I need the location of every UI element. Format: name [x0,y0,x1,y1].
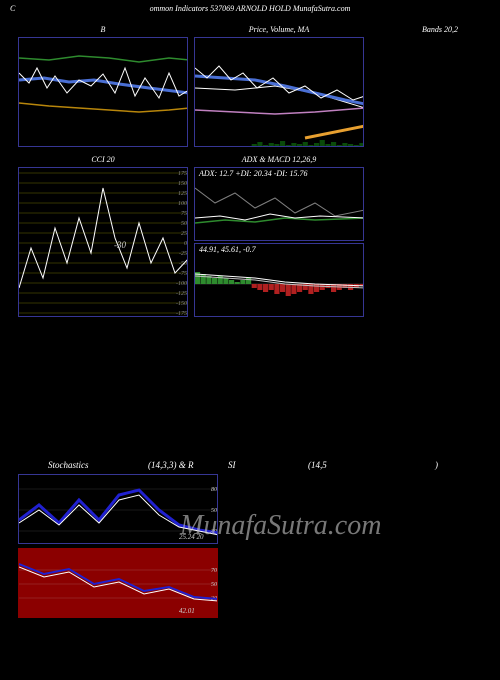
panel3-title: Bands 20,2 [370,23,500,37]
stoch-panel-1: 80502025.24 20 [18,474,218,544]
page-header: C ommon Indicators 537069 ARNOLD HOLD Mu… [0,0,500,17]
panel-adx: ADX: 12.7 +DI: 20.34 -DI: 15.76 [194,167,364,241]
macd-subtitle: 44.91, 45.61, -0.7 [199,245,256,254]
svg-text:50: 50 [211,508,217,514]
panel-bollinger [18,37,188,147]
panel-bands [370,37,500,147]
panel1-svg [19,38,188,147]
stochastics-section: Stochastics (14,3,3) & R SI (14,5 ) 80 50… [18,460,478,618]
header-text: ommon Indicators 537069 ARNOLD HOLD Muna… [150,4,351,13]
svg-text:150: 150 [178,181,187,187]
svg-text:-125: -125 [176,291,187,297]
stoch-h-m3: (14,5 [308,460,327,470]
stoch1-svg: 80502025.24 20 [19,475,218,544]
svg-text:125: 125 [178,191,187,197]
panel4-wrap: CCI 20 1751501251007550250-25-50-75-100-… [18,153,188,317]
svg-text:50: 50 [211,582,217,588]
panel-cci: 1751501251007550250-25-50-75-100-125-150… [18,167,188,317]
svg-text:25: 25 [181,231,187,237]
svg-text:50: 50 [181,221,187,227]
panel5-wrap: ADX & MACD 12,26,9 ADX: 12.7 +DI: 20.34 … [194,153,364,317]
svg-text:-25: -25 [179,251,187,257]
stoch-h-l: Stochastics [48,460,89,470]
svg-text:-175: -175 [176,311,187,317]
svg-text:175: 175 [178,171,187,177]
svg-text:100: 100 [178,201,187,207]
stoch-panel-2: 70503042.01 [18,548,218,618]
panel5a-svg [195,168,364,241]
panel2-wrap: Price, Volume, MA [194,23,364,147]
stoch-header: Stochastics (14,3,3) & R SI (14,5 ) [18,460,478,474]
svg-text:-30: -30 [114,240,126,250]
panel-macd: 44.91, 45.61, -0.7 [194,243,364,317]
svg-text:-150: -150 [176,301,187,307]
svg-text:-100: -100 [176,281,187,287]
panel-price [194,37,364,147]
panel1-wrap: B [18,23,188,147]
stoch-h-m2: SI [228,460,236,470]
svg-text:0: 0 [184,241,187,247]
panel1-title: B [18,23,188,37]
svg-text:70: 70 [211,568,217,574]
stoch-h-m1: (14,3,3) & R [148,460,194,470]
panel4-title: CCI 20 [18,153,188,167]
svg-text:-75: -75 [179,271,187,277]
panel2-svg [195,38,364,147]
stoch-h-r: ) [435,460,438,470]
stoch2-svg: 70503042.01 [19,549,218,618]
panel4-svg: 1751501251007550250-25-50-75-100-125-150… [19,168,188,317]
svg-text:80: 80 [211,487,217,493]
header-left: C [10,4,15,13]
svg-text:25.24 20: 25.24 20 [179,533,204,541]
chart-grid: B Price, Volume, MA Bands 20,2 CCI 20 17… [0,17,500,317]
panel5b-svg [195,244,364,317]
svg-text:42.01: 42.01 [179,607,195,615]
panel2-title: Price, Volume, MA [194,23,364,37]
svg-text:75: 75 [181,211,187,217]
adx-subtitle: ADX: 12.7 +DI: 20.34 -DI: 15.76 [199,169,308,178]
panel-adx-macd: ADX: 12.7 +DI: 20.34 -DI: 15.76 44.91, 4… [194,167,364,317]
panel5-title: ADX & MACD 12,26,9 [194,153,364,167]
panel3-wrap: Bands 20,2 [370,23,500,147]
